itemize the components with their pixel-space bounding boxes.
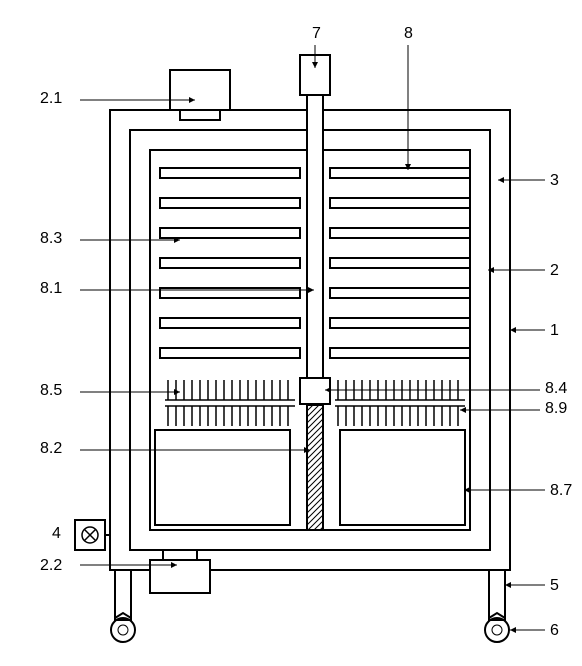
label-7: 7 [312, 25, 321, 43]
label-8-9: 8.9 [545, 400, 567, 418]
label-8-3: 8.3 [40, 230, 62, 248]
label-6: 6 [550, 622, 559, 640]
label-3: 3 [550, 172, 559, 190]
label-2-1: 2.1 [40, 90, 62, 108]
label-2: 2 [550, 262, 559, 280]
label-4: 4 [52, 525, 61, 543]
label-1: 1 [550, 322, 559, 340]
label-8-1: 8.1 [40, 280, 62, 298]
label-8-2: 8.2 [40, 440, 62, 458]
label-8-5: 8.5 [40, 382, 62, 400]
diagram-container: 2.1 7 8 3 8.3 2 8.1 1 8.5 8.4 8.9 8.2 8.… [20, 20, 582, 646]
label-5: 5 [550, 577, 559, 595]
label-8-7: 8.7 [550, 482, 572, 500]
technical-diagram [20, 20, 582, 646]
label-8-4: 8.4 [545, 380, 567, 398]
label-8: 8 [404, 25, 413, 43]
label-2-2: 2.2 [40, 557, 62, 575]
